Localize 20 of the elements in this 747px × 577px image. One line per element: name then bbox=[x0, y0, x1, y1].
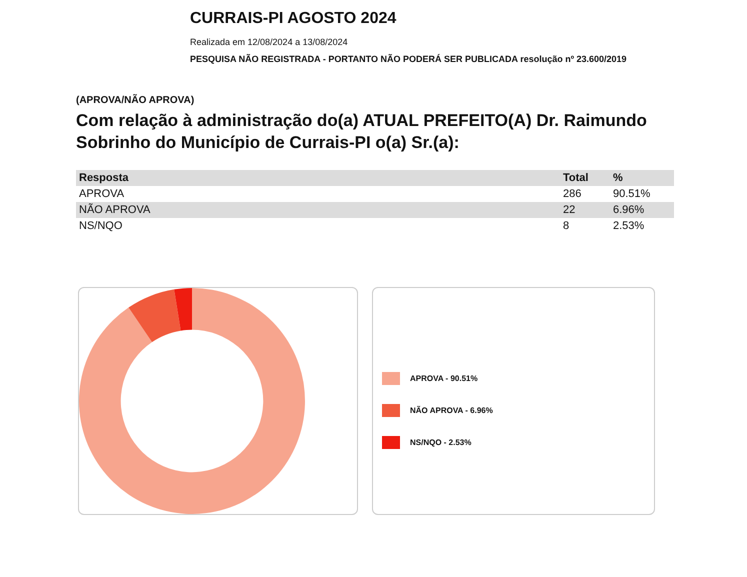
text: CURRAIS-PI AGOSTO 2024 bbox=[190, 10, 396, 28]
text: (APROVA/NÃO APROVA) bbox=[76, 95, 194, 106]
legend-label: NS/NQO - 2.53% bbox=[410, 438, 472, 446]
series-label: Total bbox=[563, 172, 588, 184]
text: PESQUISA NÃO REGISTRADA - PORTANTO NÃO PODERÁ SER PUBLICADA resolução nº 23.600/2019 bbox=[190, 54, 627, 64]
data-label: 6.96% bbox=[613, 204, 644, 216]
text: % bbox=[613, 172, 623, 184]
data-label: 90.51% bbox=[613, 188, 650, 200]
text: Resposta bbox=[79, 172, 129, 184]
category-label: APROVA bbox=[79, 188, 124, 200]
legend-label: NÃO APROVA - 6.96% bbox=[410, 406, 493, 414]
data-label: 286 bbox=[563, 188, 582, 200]
data-label: 2.53% bbox=[613, 220, 644, 232]
text: Realizada em 12/08/2024 a 13/08/2024 bbox=[190, 37, 348, 47]
legend-label: APROVA - 90.51% bbox=[410, 374, 478, 382]
data-label: 8 bbox=[563, 220, 570, 232]
data-label: 22 bbox=[563, 204, 576, 216]
category-label: NS/NQO bbox=[79, 220, 122, 232]
category-label: NÃO APROVA bbox=[79, 204, 150, 216]
text: Com relação à administração do(a) ATUAL PREFEITO(A) Dr. Raimundo Sobrinho do Município de Currais-PI o(a) Sr.(a): bbox=[76, 110, 648, 154]
